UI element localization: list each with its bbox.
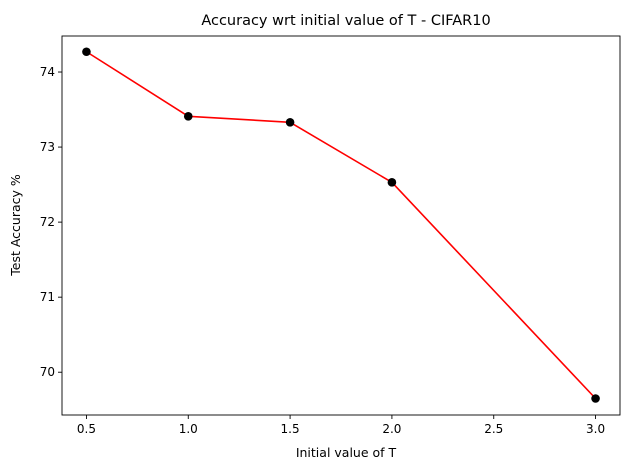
series-line — [86, 51, 597, 400]
x-tick-label: 3.0 — [586, 422, 605, 436]
data-point — [387, 178, 397, 187]
x-tick-label: 2.0 — [382, 422, 401, 436]
y-tick-label: 74 — [40, 65, 55, 79]
data-point — [183, 112, 193, 121]
y-tick-label: 72 — [40, 215, 55, 229]
x-tick-label: 1.5 — [281, 422, 300, 436]
y-tick-label: 70 — [40, 365, 55, 379]
data-point — [591, 394, 600, 403]
y-axis-label: Test Accuracy % — [8, 174, 23, 277]
y-tick-label: 73 — [40, 140, 55, 154]
x-tick-label: 2.5 — [484, 422, 503, 436]
chart-title: Accuracy wrt initial value of T - CIFAR1… — [201, 13, 490, 29]
x-tick-label: 1.0 — [179, 422, 198, 436]
x-tick-label: 0.5 — [77, 422, 96, 436]
x-axis-label: Initial value of T — [296, 445, 397, 460]
data-point — [285, 118, 295, 127]
y-tick-label: 71 — [40, 290, 55, 304]
data-point — [82, 47, 91, 57]
plot-frame — [61, 35, 621, 416]
plot-area: 0.5 1.0 1.5 2.0 2.5 3.0 70 71 72 73 74 — [40, 35, 621, 436]
